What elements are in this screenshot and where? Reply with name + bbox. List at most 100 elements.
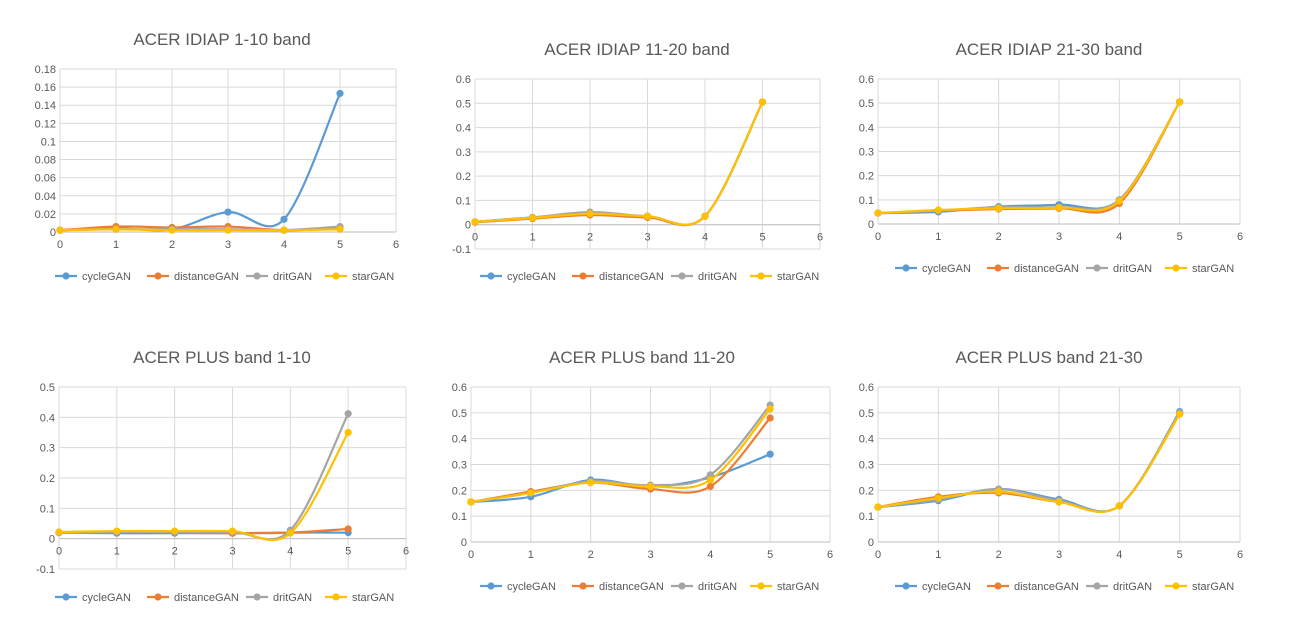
legend-item-distanceGAN: distanceGAN (572, 581, 664, 593)
y-tick-label: 0.1 (452, 511, 467, 523)
data-point-starGAN (286, 529, 294, 537)
data-point-starGAN (1176, 98, 1184, 106)
legend-label: starGAN (352, 271, 394, 283)
series-line-distanceGAN (473, 100, 764, 227)
y-tick-label: 0.06 (35, 173, 56, 185)
series-line-distanceGAN (876, 100, 1181, 215)
data-point-starGAN (113, 527, 121, 535)
y-tick-label: 0.2 (859, 485, 874, 497)
data-point-distanceGAN (344, 525, 352, 533)
legend-swatch-marker (332, 272, 340, 280)
x-tick-label: 3 (644, 232, 650, 244)
y-tick-label: 0.2 (456, 171, 471, 183)
legend-item-starGAN: starGAN (325, 592, 394, 604)
legend-label: dritGAN (698, 581, 737, 593)
series-line-cycleGAN (473, 100, 764, 226)
series-line-starGAN (876, 100, 1181, 215)
x-tick-label: 4 (702, 232, 708, 244)
y-tick-label: 0.2 (859, 171, 874, 183)
legend-label: distanceGAN (1014, 263, 1079, 275)
data-point-starGAN (701, 212, 709, 220)
data-point-starGAN (171, 527, 179, 535)
x-tick-label: 5 (759, 232, 765, 244)
y-tick-label: -0.1 (36, 564, 55, 576)
legend-item-dritGAN: dritGAN (671, 581, 737, 593)
x-tick-label: 6 (403, 546, 409, 558)
x-tick-label: 0 (472, 232, 478, 244)
legend-swatch-marker (154, 272, 162, 280)
legend-label: starGAN (352, 592, 394, 604)
x-tick-label: 0 (56, 546, 62, 558)
legend-item-cycleGAN: cycleGAN (55, 271, 131, 283)
data-point-distanceGAN (706, 482, 714, 491)
chart-title: ACER PLUS band 21-30 (955, 348, 1142, 367)
data-point-distanceGAN (766, 414, 774, 422)
y-tick-label: 0.4 (859, 122, 874, 134)
series-line-dritGAN (469, 403, 772, 504)
x-tick-label: 2 (169, 239, 175, 251)
chart-acer-plus-21-30: ACER PLUS band 21-30 0 0.1 0.2 0.3 0.4 0.5 0.6 0… (845, 345, 1265, 615)
legend-item-starGAN: starGAN (750, 271, 819, 283)
y-tick-label: 0.4 (452, 434, 467, 446)
y-tick-label: 0.3 (859, 460, 874, 472)
data-point-starGAN (528, 214, 537, 222)
legend-label: dritGAN (273, 592, 312, 604)
y-tick-label: 0.5 (859, 98, 874, 110)
legend-item-dritGAN: dritGAN (246, 592, 312, 604)
x-tick-label: 6 (827, 549, 833, 561)
chart-acer-idiap-11-20: ACER IDIAP 11-20 band -0.1 0 0.1 0.2 0.3 0.4 0.… (430, 36, 850, 296)
x-tick-label: 1 (114, 546, 120, 558)
series-line-starGAN (57, 431, 350, 542)
chart-svg: ACER IDIAP 1-10 band 0 0.02 0.04 0.06 0.08 0.1… (35, 30, 399, 283)
y-tick-label: 0.6 (859, 74, 874, 86)
y-tick-label: 0.1 (859, 511, 874, 523)
legend-swatch-marker (579, 272, 587, 280)
y-tick-label: 0.2 (452, 485, 467, 497)
chart-acer-idiap-21-30: ACER IDIAP 21-30 band 0 0.1 0.2 0.3 0.4 0.5 0.6… (845, 36, 1265, 296)
data-point-starGAN (467, 498, 475, 506)
y-tick-label: 0.3 (456, 147, 471, 159)
x-tick-label: 6 (1237, 549, 1243, 561)
data-point-starGAN (112, 225, 120, 233)
legend-swatch-marker (994, 264, 1002, 272)
data-point-starGAN (758, 98, 767, 106)
legend-swatch-marker (678, 272, 686, 280)
x-tick-label: 3 (1056, 549, 1062, 561)
x-tick-label: 2 (587, 232, 593, 244)
y-tick-label: 0.3 (452, 460, 467, 472)
data-point-cycleGAN (280, 215, 288, 223)
x-tick-label: 4 (1116, 231, 1122, 243)
data-point-starGAN (874, 209, 882, 217)
data-point-starGAN (228, 527, 237, 535)
y-tick-label: -0.1 (452, 244, 471, 256)
legend-item-dritGAN: dritGAN (246, 271, 312, 283)
y-tick-label: 0.6 (452, 382, 467, 394)
chart-svg: ACER IDIAP 11-20 band-0.100.10.20.30.40.… (452, 40, 823, 283)
x-tick-label: 0 (468, 549, 474, 561)
legend-label: cycleGAN (507, 581, 556, 593)
data-point-dritGAN (706, 471, 714, 479)
data-point-starGAN (1176, 410, 1184, 418)
x-tick-label: 5 (767, 549, 773, 561)
legend-swatch-marker (253, 593, 261, 601)
chart-title: ACER IDIAP 1-10 band (133, 30, 310, 49)
y-tick-label: 0.2 (40, 473, 55, 485)
series-line-starGAN (473, 100, 764, 226)
x-tick-label: 1 (935, 549, 941, 561)
y-tick-label: 0.08 (35, 155, 56, 167)
y-tick-label: 0 (868, 537, 874, 549)
legend-label: distanceGAN (599, 271, 664, 283)
y-tick-label: 0.12 (35, 118, 56, 130)
legend-label: distanceGAN (174, 271, 239, 283)
legend-label: dritGAN (1113, 581, 1152, 593)
legend-swatch-marker (154, 593, 162, 601)
legend-item-cycleGAN: cycleGAN (55, 592, 131, 604)
x-tick-label: 5 (337, 239, 343, 251)
legend-swatch-marker (902, 264, 910, 272)
legend-swatch-marker (62, 593, 70, 601)
data-point-starGAN (766, 405, 774, 413)
x-tick-label: 5 (1177, 549, 1183, 561)
x-tick-label: 1 (113, 239, 119, 251)
y-tick-label: 0.3 (859, 147, 874, 159)
